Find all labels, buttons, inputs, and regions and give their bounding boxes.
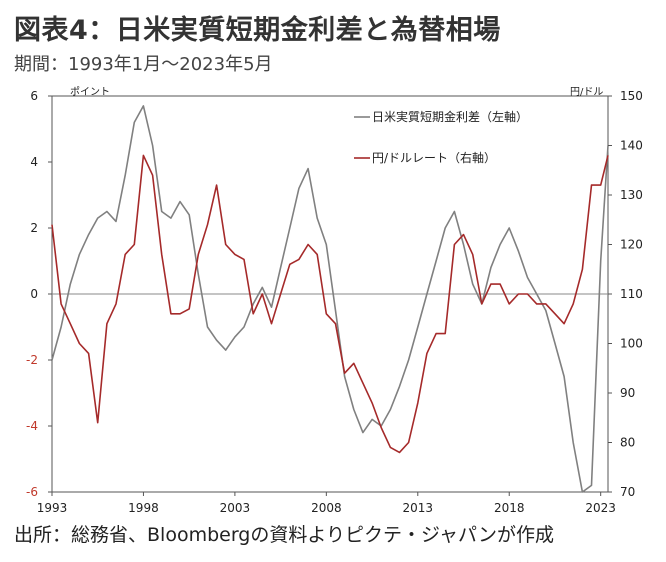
left-axis-ticks: 6 4 2 0 -2 -4 -6 [26,89,52,499]
legend-label-spread: 日米実質短期金利差（左軸） [372,109,528,124]
x-tick-label: 2008 [311,501,342,515]
left-tick-label: -2 [26,353,38,367]
series-line-usdjpy [51,154,609,454]
chart-subtitle: 期間：1993年1月～2023年5月 [14,54,273,75]
left-tick-label: 2 [30,221,38,235]
left-tick-label: -6 [26,485,38,499]
right-tick-label: 70 [620,485,635,499]
series-lines [51,105,609,493]
right-tick-label: 90 [620,386,635,400]
right-tick-label: 140 [620,139,643,153]
x-tick-label: 2013 [403,501,434,515]
series-line-spread [51,105,609,493]
right-tick-label: 100 [620,337,643,351]
x-tick-label: 1998 [128,501,159,515]
left-axis-unit: ポイント [70,86,110,98]
x-tick-label: 2003 [220,501,251,515]
right-tick-label: 80 [620,436,635,450]
x-tick-label: 1993 [37,501,68,515]
chart-title: 図表4：日米実質短期金利差と為替相場 [14,15,501,46]
right-tick-label: 120 [620,238,643,252]
source-note: 出所：総務省、Bloombergの資料よりピクテ・ジャパンが作成 [14,524,554,546]
legend-label-usdjpy: 円/ドルレート（右軸） [372,150,496,165]
legend: 日米実質短期金利差（左軸） 円/ドルレート（右軸） [354,109,528,165]
x-tick-label: 2018 [494,501,525,515]
right-tick-label: 150 [620,89,643,103]
left-tick-label: 6 [30,89,38,103]
left-tick-label: -4 [26,419,38,433]
x-axis-ticks: 1993 1998 2003 2008 2013 2018 2023 [37,492,616,515]
left-tick-label: 0 [30,287,38,301]
x-tick-label: 2023 [585,501,616,515]
right-tick-label: 130 [620,188,643,202]
right-tick-label: 110 [620,287,643,301]
right-axis-ticks: 150 140 130 120 110 100 90 80 70 [608,89,643,499]
left-tick-label: 4 [30,155,38,169]
right-axis-unit: 円/ドル [570,87,603,98]
